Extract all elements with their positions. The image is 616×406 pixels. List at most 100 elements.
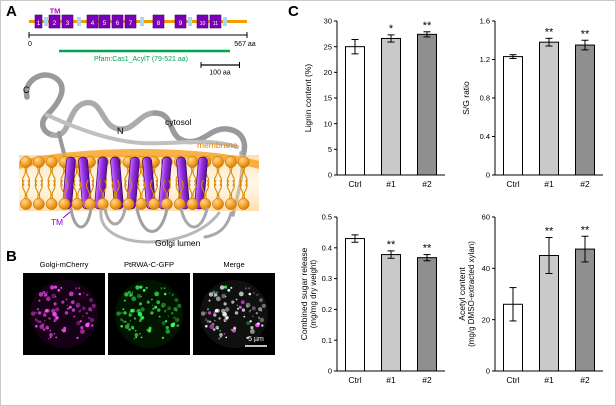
tm-segment-box [152,14,165,29]
y-tick-label: 25 [324,42,332,51]
y-tick-label: 15 [324,94,332,103]
tm-segment-box [34,14,43,29]
microscopy-image-golgi-mcherry [23,273,105,355]
bar [575,44,595,176]
bar-chart: 0 5 10 15 20 25 30 Lignin content (%) Ctrl * #1 ** #… [303,17,445,189]
y-tick-label: 1.6 [480,17,490,26]
panel-a-label: A [6,3,17,20]
acetyl-content-chart: 0 20 40 60 Acetyl content (mg/g DMSO-extracte… [459,205,611,397]
n-terminus-label: N [117,126,124,136]
y-axis-label: Lignin content (%) [303,64,313,133]
y-tick-label: 0.4 [480,132,490,141]
tm-segment-number: 11 [213,21,218,27]
x-category-label: Ctrl [506,179,519,189]
y-tick-label: 20 [324,68,332,77]
tm-segment-box [86,14,99,29]
tm-segment-number: 2 [53,20,57,27]
channel-label-ptrwa-c-gfp: PtRWA-C-GFP [124,260,174,269]
y-tick-label: 0 [486,171,490,180]
bar [503,56,523,176]
pfam-domain-label: Pfam:Cas1_AcylT (79-521 aa) [94,56,188,63]
significance-marker: ** [423,243,432,255]
cytosol-label: cytosol [165,117,192,127]
ruler-start-label: 0 [28,41,32,48]
tm-segment-number: 7 [129,20,133,27]
bar [417,257,437,372]
x-category-label: #1 [544,375,554,385]
bar-chart: 0 20 40 60 Acetyl content (mg/g DMSO-extracte… [459,213,603,385]
ruler-end-label: 567 aa [234,41,256,48]
puncta [116,285,182,340]
bar [381,37,401,176]
c-terminus-label: C [23,85,30,95]
panel-c-label: C [288,3,299,20]
bar [381,254,401,372]
tm-label: TM [50,7,61,16]
tm-helices [62,156,208,210]
y-tick-label: 30 [324,17,332,26]
channel-label-golgi-mcherry: Golgi-mCherry [39,260,89,269]
tm-segment-box [98,14,111,29]
tm-segment-number: 3 [66,20,70,27]
y-tick-label: 0 [486,367,490,376]
bar [575,248,595,372]
x-category-label: #2 [580,179,590,189]
tm-segment-box [196,14,209,29]
y-axis-label: S/G ratio [461,81,471,115]
y-axis-sublabel: (mg/mg dry weight) [309,259,318,328]
microscopy-image-ptrwa-c-gfp [108,273,190,355]
microscopy-image-merge: 5 µm [193,273,275,355]
golgi-lumen-loops [69,207,233,244]
x-category-label: #1 [386,179,396,189]
y-tick-label: 0.4 [322,243,332,252]
y-tick-label: 0.8 [480,94,490,103]
significance-marker: ** [423,20,432,32]
y-tick-label: 1.2 [480,55,490,64]
tm-segment-number: 6 [116,20,120,27]
scalebar-text: 5 µm [248,336,264,343]
lipid-heads-bottom [20,179,250,210]
tm-segment-box [174,14,187,29]
significance-marker: ** [545,26,554,38]
tm-segment-box [61,14,74,29]
tm-helix [158,156,172,210]
tm-segment-box [48,14,61,29]
tm-segment-number: 9 [179,20,183,27]
tm-segment-number: 4 [91,20,95,27]
loop-segments [44,17,227,26]
tm-segment-number: 8 [157,20,161,27]
x-category-label: #2 [422,179,432,189]
puncta [31,285,96,340]
membrane-surface [19,149,259,169]
domain-architecture-diagram: TM 1 2 3 4 5 6 7 8 9 10 11 0 567 aa Pfam:Cas1_Acyl… [28,7,256,76]
y-axis-sublabel: (mg/g DMSO-extracted xylan) [467,241,476,347]
channel-label-merge: Merge [223,260,245,269]
y-tick-label: 20 [482,315,490,324]
bar [539,41,559,176]
image-scalebar: 5 µm [245,336,267,347]
x-category-label: #2 [580,375,590,385]
tm-helix [94,156,108,210]
protein-structure-illustration: C N cytosol membrane TM Golgi lumen [19,72,259,248]
bar [417,33,437,176]
x-category-label: Ctrl [348,179,361,189]
y-tick-label: 0 [328,171,332,180]
membrane-label: membrane [197,140,238,150]
tm-segment-number: 10 [200,21,206,27]
y-axis-label: Combined sugar release [301,247,309,340]
sugar-release-chart: 0 0.1 0.2 0.3 0.4 0.5 Combined sugar release (m… [301,205,453,397]
tm-pointer-line [62,211,71,219]
tm-segment-box [111,14,124,29]
sg-ratio-chart: 0 0.4 0.8 1.2 1.6 S/G ratio Ctrl ** #1 ** #2 [459,9,611,201]
scalebar-label: 100 aa [209,70,231,76]
x-category-label: Ctrl [348,375,361,385]
significance-marker: * [389,23,394,35]
y-axis-label: Acetyl content [459,267,467,321]
x-category-label: #1 [386,375,396,385]
tm-segments: 1 2 3 4 5 6 7 8 9 10 11 [34,14,222,29]
tm-segment-number: 1 [37,20,41,27]
bar-chart: 0 0.1 0.2 0.3 0.4 0.5 Combined sugar release (m… [301,213,445,385]
x-category-label: #2 [422,375,432,385]
y-tick-label: 0 [328,367,332,376]
